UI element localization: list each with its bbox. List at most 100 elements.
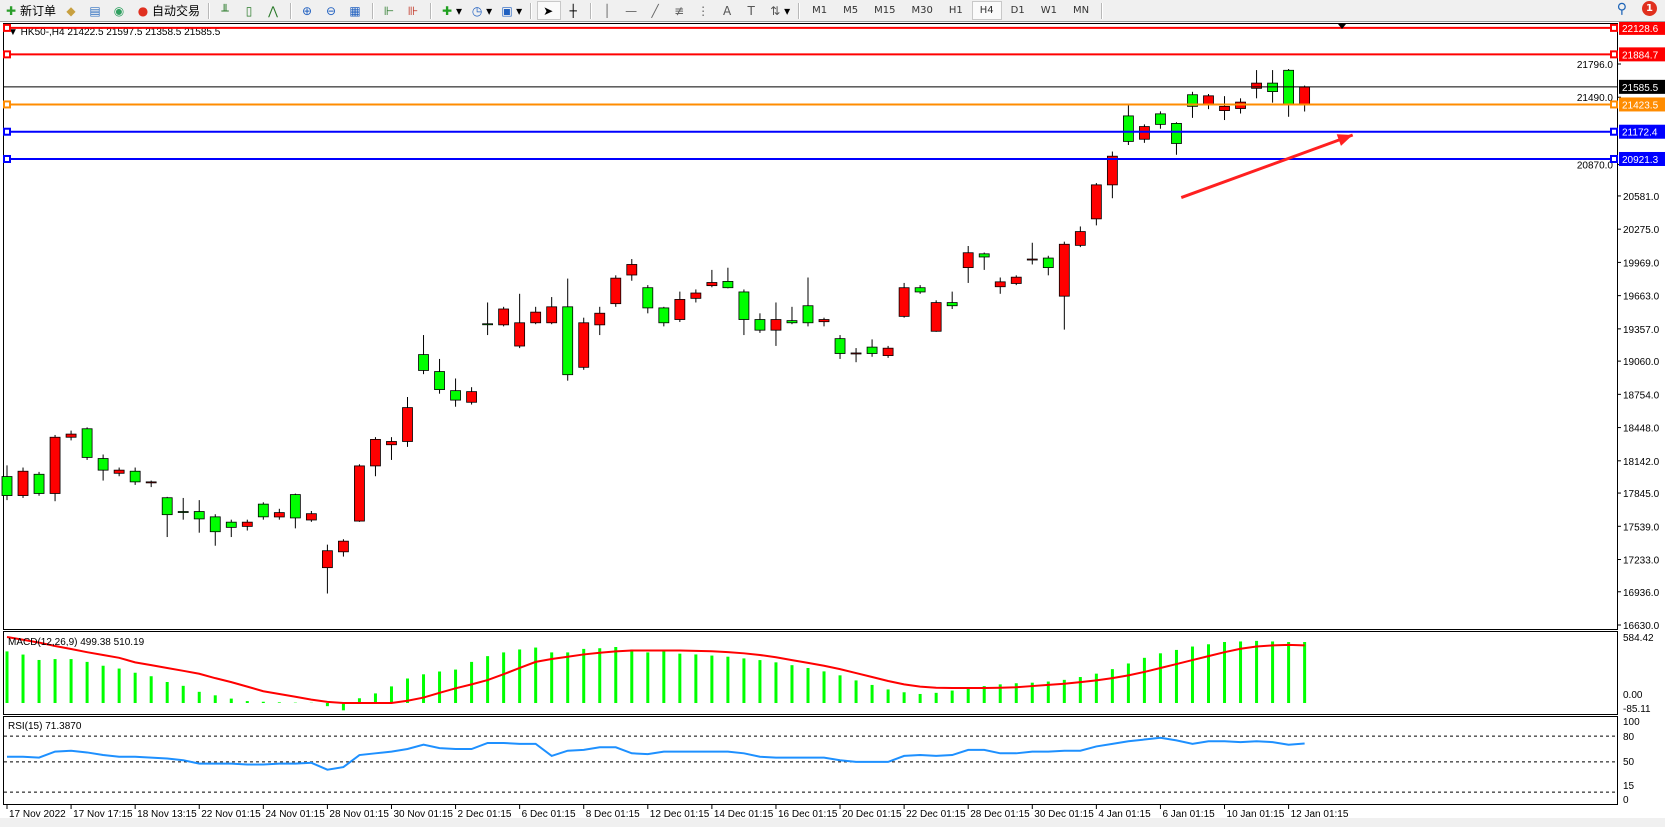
candle-body — [818, 319, 830, 323]
crosshair-button[interactable]: ┼ — [563, 1, 585, 20]
separator — [530, 2, 533, 19]
candle-body — [97, 458, 109, 471]
templates-button[interactable]: ▣ ▾ — [501, 3, 523, 18]
time-tick-label: 28 Dec 01:15 — [970, 809, 1030, 820]
text-label-button[interactable]: T — [741, 1, 763, 20]
signal-button[interactable]: ◉ — [109, 1, 131, 20]
price-level-badge — [1619, 97, 1665, 112]
navigator-icon: ▤ — [89, 3, 101, 18]
candle-body — [642, 287, 654, 309]
candle-body — [562, 306, 574, 376]
candle-body — [321, 550, 333, 569]
trendline-button[interactable]: ╱ — [645, 1, 667, 20]
search-icon[interactable]: ⚲ — [1616, 1, 1627, 17]
timeframe-d1[interactable]: D1 — [1010, 5, 1025, 16]
timeframe-m5[interactable]: M5 — [843, 5, 859, 16]
text-button[interactable]: A — [717, 1, 739, 20]
fibonacci-icon: ≢ — [674, 3, 685, 18]
candle-body — [978, 253, 990, 258]
timeframe-m30[interactable]: M30 — [911, 5, 933, 16]
timeframe-h1[interactable]: H1 — [948, 5, 963, 16]
price-level-badge — [1619, 47, 1665, 62]
line-chart-button[interactable]: ⋀ — [263, 1, 285, 20]
candle-body — [1187, 94, 1198, 107]
periods-button[interactable]: ◷ ▾ — [471, 3, 493, 18]
candle-body — [273, 512, 285, 518]
vertical-line-button[interactable]: │ — [597, 1, 619, 20]
candle-body — [578, 322, 590, 368]
tile-windows-button[interactable]: ▦ — [345, 1, 367, 20]
timeframe-m15[interactable]: M15 — [874, 5, 896, 16]
text-icon: A — [723, 3, 732, 18]
auto-trading-button[interactable]: ● 自动交易 — [137, 3, 201, 19]
candles — [1, 68, 1311, 594]
price-level-label: 21884.7 — [1622, 50, 1659, 61]
candle-body — [1, 476, 13, 496]
candle-body — [898, 287, 910, 317]
level-handle — [1610, 23, 1618, 32]
separator — [1101, 2, 1104, 19]
candle-body — [402, 407, 413, 442]
time-tick-label: 24 Nov 01:15 — [265, 809, 325, 820]
cursor-button[interactable]: ➤ — [537, 1, 562, 20]
candle-body — [1203, 95, 1214, 105]
indicators-icon: ✚ — [442, 3, 453, 18]
chart-shift-icon: ⊩ — [383, 3, 395, 18]
time-tick-label: 6 Jan 01:15 — [1162, 809, 1215, 820]
gann-button[interactable]: ⋮ — [693, 1, 715, 20]
horizontal-line-button[interactable]: — — [621, 1, 643, 20]
rsi-scale-label: 15 — [1623, 781, 1635, 792]
price-level-label: 22128.6 — [1622, 24, 1659, 35]
arrows-button[interactable]: ⇅ ▾ — [770, 3, 791, 18]
fibonacci-button[interactable]: ≢ — [669, 1, 691, 20]
chart-shift-marker — [1338, 24, 1346, 29]
candle-body — [626, 264, 638, 276]
timeframe-h4[interactable]: H4 — [971, 1, 1002, 20]
price-level-badge — [1619, 124, 1665, 139]
timeframe-mn[interactable]: MN — [1072, 5, 1090, 16]
candle-body — [193, 511, 205, 520]
zoom-in-button[interactable]: ⊕ — [297, 1, 319, 20]
price-tick-label: 17845.0 — [1623, 489, 1660, 500]
macd-signal-line — [6, 636, 1305, 704]
timeframe-w1[interactable]: W1 — [1040, 5, 1057, 16]
time-tick-label: 16 Dec 01:15 — [778, 809, 838, 820]
chart-shift-button[interactable]: ⊩ — [379, 1, 401, 20]
candle-body — [289, 494, 301, 519]
indicators-button[interactable]: ✚ ▾ — [442, 3, 463, 18]
candlestick-button[interactable]: ▯ — [239, 1, 261, 20]
autoscroll-button[interactable]: ⊪ — [403, 1, 425, 20]
time-tick-label: 10 Jan 01:15 — [1227, 809, 1285, 820]
market-watch-button[interactable]: ◆ — [61, 1, 83, 20]
navigator-button[interactable]: ▤ — [85, 1, 107, 20]
chart-header: ▼ HK50-,H4 21422.5 21597.5 21358.5 21585… — [8, 27, 221, 38]
bar-chart-button[interactable]: ╨ — [215, 1, 237, 20]
trend-arrow-head — [1336, 134, 1353, 146]
toolbar: ✚ 新订单 ◆ ▤ ◉ ● 自动交易 ╨ ▯ ⋀ ⊕ ⊖ ▦ ⊩ ⊪ ✚ ▾ ◷ ▾ ▣… — [0, 0, 1665, 22]
candle-body — [514, 322, 526, 347]
rsi-pane-frame — [3, 716, 1618, 805]
separator — [798, 2, 801, 19]
candle-body — [257, 503, 269, 518]
notification-badge[interactable]: 1 — [1642, 1, 1657, 16]
candle-body — [1106, 155, 1118, 186]
rsi-scale-label: 50 — [1623, 757, 1635, 768]
time-tick-label: 22 Dec 01:15 — [906, 809, 966, 820]
candle-body — [370, 439, 381, 467]
timeframe-m1[interactable]: M1 — [812, 5, 828, 16]
time-tick-label: 12 Jan 01:15 — [1291, 809, 1349, 820]
candle-body — [882, 347, 894, 356]
level-handle — [3, 154, 11, 163]
price-tick-label: 16936.0 — [1623, 588, 1660, 599]
rsi-label: RSI(15) 71.3870 — [8, 721, 82, 732]
new-order-button[interactable]: ✚ 新订单 — [5, 3, 57, 19]
candle-body — [1299, 86, 1311, 105]
macd-scale-label: -85.11 — [1623, 704, 1651, 715]
candle-body — [65, 433, 77, 438]
gann-icon: ⋮ — [697, 3, 710, 18]
price-tick-label: 19060.0 — [1623, 357, 1660, 368]
time-tick-label: 22 Nov 01:15 — [201, 809, 261, 820]
level-handle — [3, 100, 11, 109]
zoom-out-button[interactable]: ⊖ — [321, 1, 343, 20]
